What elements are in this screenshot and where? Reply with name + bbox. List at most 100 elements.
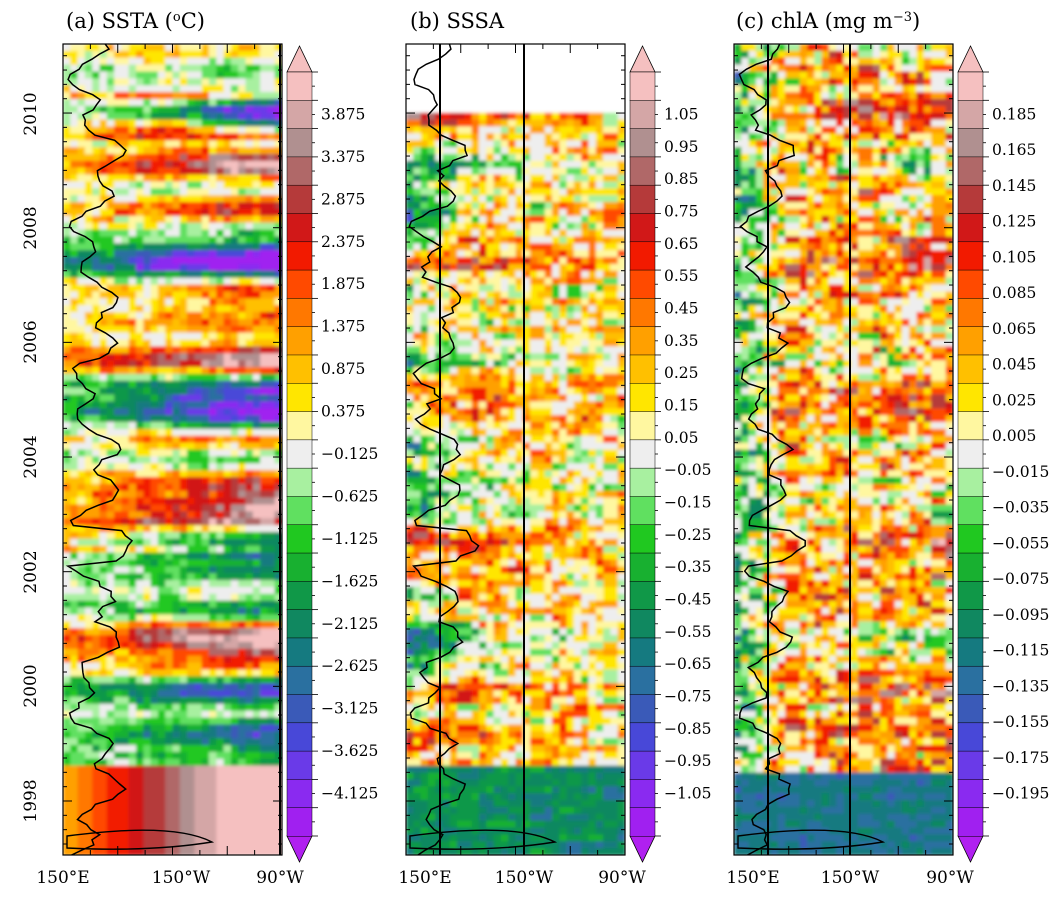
field-cell (603, 298, 611, 306)
field-cell (92, 676, 101, 684)
field-cell (471, 202, 480, 210)
field-cell (121, 710, 130, 719)
field-cell (238, 98, 247, 107)
field-cell (92, 841, 101, 849)
field-cell (99, 806, 108, 815)
field-cell (537, 126, 546, 134)
field-cell (157, 367, 166, 375)
field-cell (77, 669, 86, 677)
field-cell (617, 298, 625, 306)
field-cell (245, 57, 254, 66)
field-cell (209, 724, 217, 732)
field-cell (136, 470, 144, 478)
field-cell (106, 669, 115, 677)
field-cell (179, 339, 188, 347)
field-cell (544, 298, 553, 306)
field-cell (128, 291, 137, 299)
field-cell (223, 133, 232, 141)
field-cell (114, 202, 122, 210)
field-cell (70, 449, 79, 457)
field-cell (165, 318, 174, 327)
field-cell (252, 119, 261, 128)
field-cell (260, 593, 268, 602)
field-cell (106, 545, 115, 554)
field-cell (128, 318, 137, 327)
field-cell (70, 394, 79, 402)
field-cell (143, 50, 152, 59)
field-cell (457, 202, 465, 210)
field-cell (77, 834, 86, 842)
field-cell (252, 545, 261, 554)
field-cell (187, 621, 195, 629)
field-cell (595, 202, 604, 210)
field-cell (209, 669, 217, 677)
field-cell (566, 126, 575, 134)
field-cell (121, 731, 130, 739)
field-cell (216, 545, 225, 554)
field-cell (84, 827, 93, 835)
field-cell (274, 806, 282, 815)
field-cell (143, 346, 152, 354)
field-cell (143, 422, 152, 430)
field-cell (245, 394, 254, 402)
field-cell (588, 167, 597, 176)
field-cell (70, 305, 79, 313)
field-cell (486, 202, 495, 210)
field-cell (106, 367, 115, 375)
field-cell (201, 208, 210, 217)
field-cell (106, 401, 115, 409)
field-cell (194, 683, 203, 691)
field-cell (223, 552, 232, 561)
field-cell (194, 243, 203, 251)
field-cell (508, 188, 517, 196)
field-cell (595, 367, 604, 375)
field-cell (63, 793, 71, 801)
field-cell (588, 215, 597, 224)
field-cell (252, 800, 261, 808)
field-cell (92, 435, 101, 444)
field-cell (84, 786, 93, 794)
field-cell (420, 367, 429, 375)
field-cell (267, 78, 276, 86)
field-cell (274, 250, 282, 258)
field-cell (252, 772, 261, 780)
field-cell (114, 717, 122, 726)
field-cell (92, 346, 101, 354)
field-cell (267, 44, 276, 52)
field-cell (508, 380, 517, 389)
field-cell (63, 607, 71, 616)
field-cell (238, 497, 247, 506)
field-cell (245, 243, 254, 251)
field-cell (260, 806, 268, 815)
field-cell (566, 380, 575, 389)
field-cell (84, 263, 93, 272)
field-cell (121, 683, 130, 691)
field-cell (230, 580, 239, 588)
field-cell (143, 848, 152, 855)
field-cell (84, 140, 93, 148)
field-cell (552, 147, 560, 155)
field-cell (194, 758, 203, 767)
field-cell (245, 518, 254, 526)
field-cell (157, 140, 166, 148)
field-cell (260, 174, 268, 183)
field-cell (114, 518, 122, 526)
field-cell (260, 119, 268, 128)
field-cell (165, 635, 174, 643)
field-cell (617, 153, 625, 162)
field-cell (77, 318, 86, 327)
field-cell (165, 545, 174, 554)
field-cell (99, 545, 108, 554)
field-cell (457, 160, 465, 169)
field-cell (544, 277, 553, 286)
field-cell (274, 786, 282, 794)
field-cell (136, 696, 144, 705)
field-cell (245, 820, 254, 829)
field-cell (610, 167, 619, 176)
field-cell (84, 380, 93, 389)
field-cell (413, 222, 422, 231)
field-cell (194, 490, 203, 499)
field-cell (179, 346, 188, 354)
field-cell (216, 848, 225, 855)
field-cell (420, 312, 429, 320)
